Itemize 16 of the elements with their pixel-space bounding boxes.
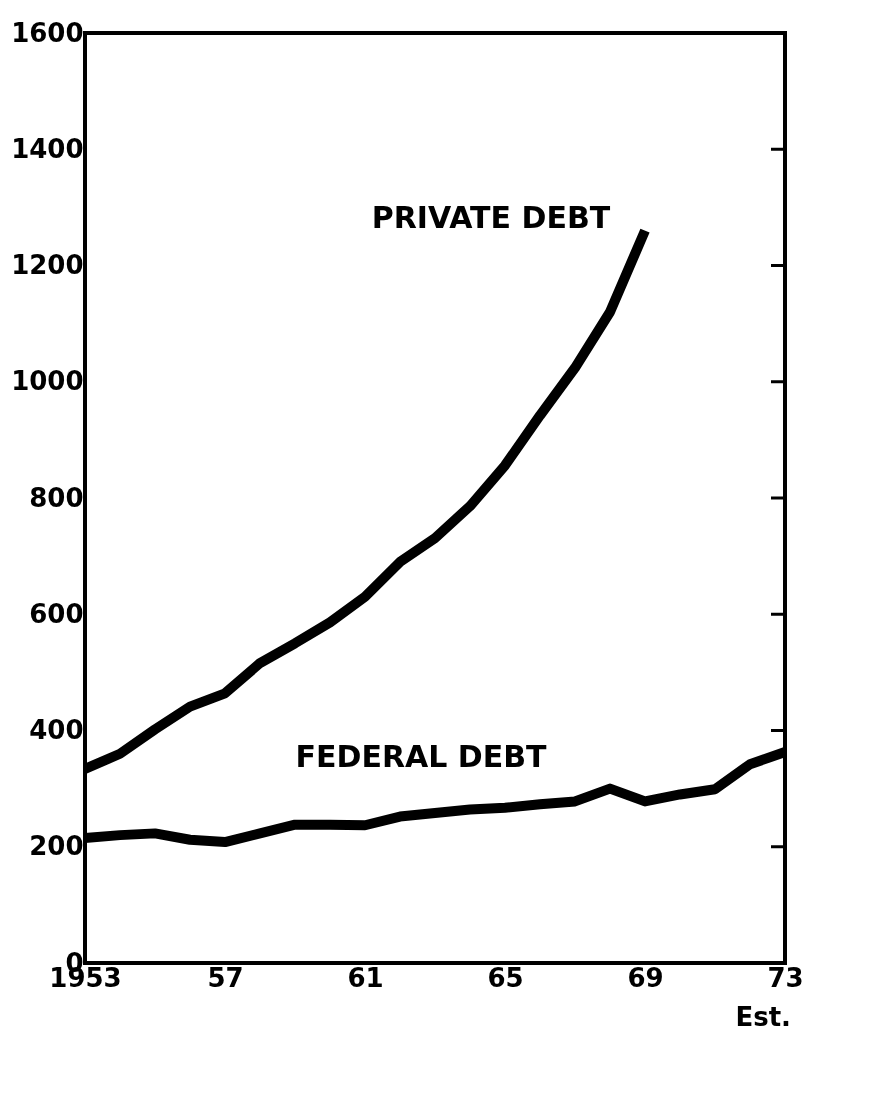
x-tick-label: 73 (767, 962, 804, 993)
series-label: PRIVATE DEBT (371, 200, 611, 235)
x-tick-label: 69 (627, 962, 664, 993)
y-tick-label: 1000 (11, 366, 84, 397)
x-tick-label: 61 (347, 962, 384, 993)
y-tick-label: 200 (29, 831, 84, 862)
y-tick-label: 1400 (11, 133, 84, 164)
x-tick-label: 57 (207, 962, 244, 993)
text: Est. (735, 1002, 791, 1032)
y-tick-label: 400 (29, 715, 84, 745)
y-tick-label: 1600 (11, 17, 84, 48)
y-tick-label: 800 (29, 482, 84, 513)
y-tick-label: 1200 (11, 250, 84, 280)
x-tick-label: 65 (487, 962, 524, 993)
y-tick-label: 600 (29, 598, 84, 629)
series-label: FEDERAL DEBT (295, 739, 548, 775)
